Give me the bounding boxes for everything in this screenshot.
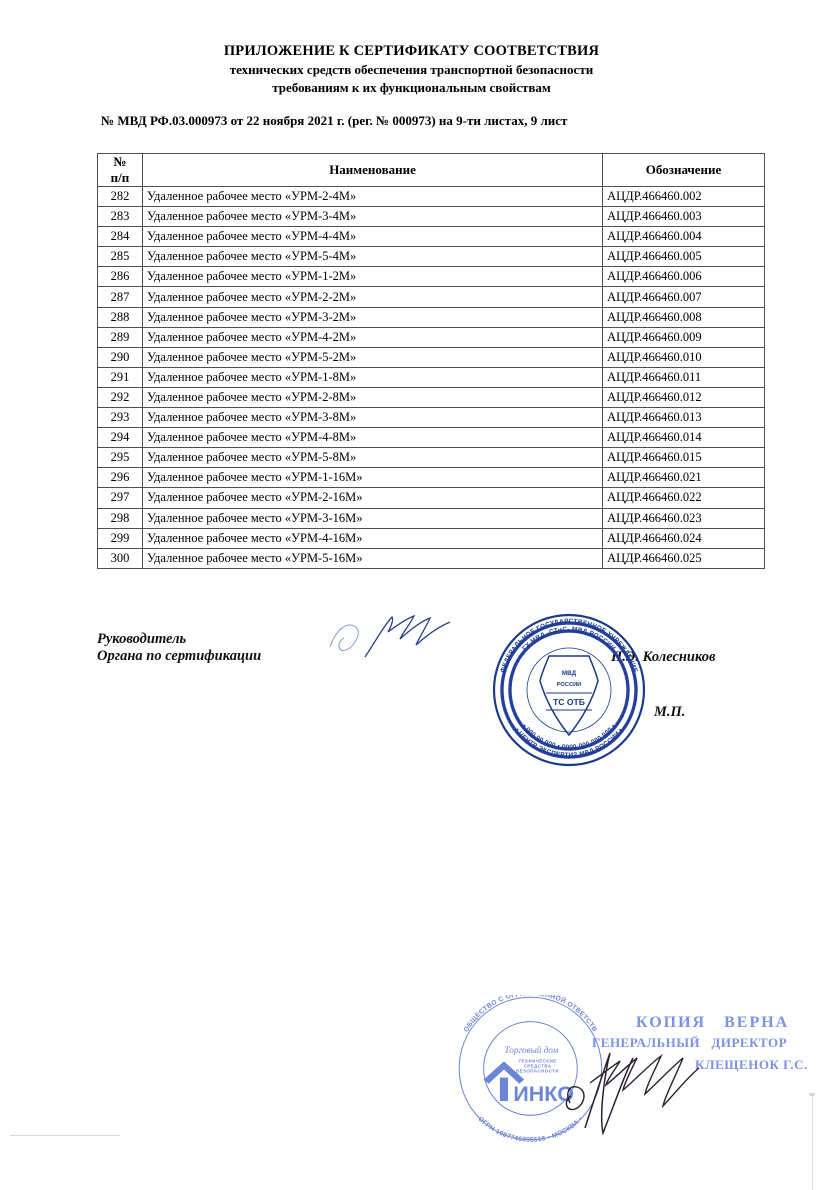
svg-text:РОССИИ: РОССИИ [557, 682, 582, 688]
svg-text:ТС ОТБ: ТС ОТБ [553, 697, 585, 707]
svg-text:Торговый дом: Торговый дом [505, 1045, 559, 1055]
svg-text:БЕЗОПАСНОСТИ: БЕЗОПАСНОСТИ [516, 1069, 559, 1074]
svg-text:ОБЩЕСТВО С ОГРАНИЧЕННОЙ ОТВЕТС: ОБЩЕСТВО С ОГРАНИЧЕННОЙ ОТВЕТСТВ [463, 995, 598, 1033]
svg-text:МВД: МВД [562, 670, 577, 677]
